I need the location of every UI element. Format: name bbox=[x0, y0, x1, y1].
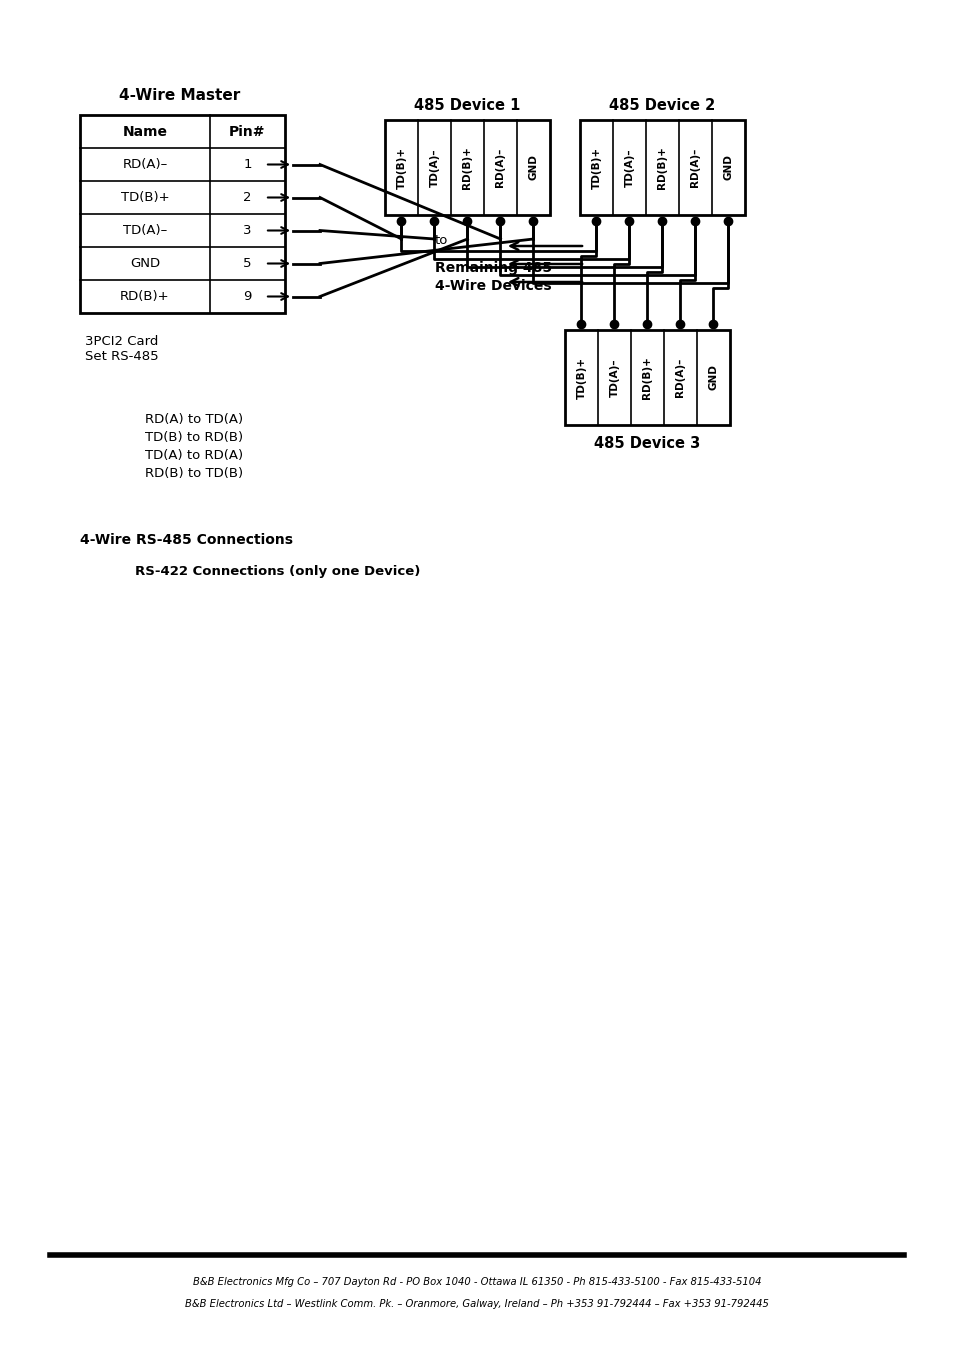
Text: 4-Wire RS-485 Connections: 4-Wire RS-485 Connections bbox=[80, 533, 293, 548]
Text: 9: 9 bbox=[243, 289, 252, 303]
Text: TD(A)–: TD(A)– bbox=[429, 149, 439, 187]
Text: 5: 5 bbox=[243, 257, 252, 270]
Text: 3PCI2 Card
Set RS-485: 3PCI2 Card Set RS-485 bbox=[85, 335, 158, 362]
Text: TD(A)–: TD(A)– bbox=[123, 224, 167, 237]
Text: to: to bbox=[435, 234, 448, 247]
Text: TD(B)+: TD(B)+ bbox=[121, 191, 169, 204]
Text: B&B Electronics Mfg Co – 707 Dayton Rd - PO Box 1040 - Ottawa IL 61350 - Ph 815-: B&B Electronics Mfg Co – 707 Dayton Rd -… bbox=[193, 1278, 760, 1287]
Text: Remaining 485
4-Wire Devices: Remaining 485 4-Wire Devices bbox=[435, 261, 552, 293]
Text: 485 Device 3: 485 Device 3 bbox=[594, 435, 700, 450]
Text: TD(B)+: TD(B)+ bbox=[396, 146, 406, 188]
Text: TD(B)+: TD(B)+ bbox=[591, 146, 601, 188]
Text: RD(A)–: RD(A)– bbox=[495, 147, 505, 187]
Bar bbox=[80, 115, 285, 314]
Text: GND: GND bbox=[130, 257, 160, 270]
Text: GND: GND bbox=[708, 365, 718, 391]
Text: RS-422 Connections (only one Device): RS-422 Connections (only one Device) bbox=[135, 565, 420, 579]
Text: 485 Device 1: 485 Device 1 bbox=[414, 97, 520, 112]
Text: TD(B)+: TD(B)+ bbox=[576, 357, 586, 399]
Text: GND: GND bbox=[722, 154, 733, 180]
Text: 3: 3 bbox=[243, 224, 252, 237]
Bar bbox=[564, 330, 729, 425]
Text: RD(B)+: RD(B)+ bbox=[120, 289, 170, 303]
Text: 485 Device 2: 485 Device 2 bbox=[609, 97, 715, 112]
Text: RD(A)–: RD(A)– bbox=[690, 147, 700, 187]
Text: 1: 1 bbox=[243, 158, 252, 170]
Text: B&B Electronics Ltd – Westlink Comm. Pk. – Oranmore, Galway, Ireland – Ph +353 9: B&B Electronics Ltd – Westlink Comm. Pk.… bbox=[185, 1299, 768, 1309]
Text: RD(B)+: RD(B)+ bbox=[462, 146, 472, 189]
Text: Name: Name bbox=[122, 124, 168, 138]
Text: TD(A)–: TD(A)– bbox=[609, 358, 618, 396]
Bar bbox=[385, 120, 550, 215]
Text: 4-Wire Master: 4-Wire Master bbox=[119, 88, 240, 103]
Text: RD(B)+: RD(B)+ bbox=[641, 356, 652, 399]
Text: RD(A)–: RD(A)– bbox=[675, 358, 685, 397]
Text: RD(A) to TD(A)
TD(B) to RD(B)
TD(A) to RD(A)
RD(B) to TD(B): RD(A) to TD(A) TD(B) to RD(B) TD(A) to R… bbox=[145, 412, 243, 480]
Text: RD(B)+: RD(B)+ bbox=[657, 146, 667, 189]
Bar bbox=[579, 120, 744, 215]
Text: GND: GND bbox=[528, 154, 537, 180]
Text: RD(A)–: RD(A)– bbox=[122, 158, 168, 170]
Text: TD(A)–: TD(A)– bbox=[624, 149, 634, 187]
Text: Pin#: Pin# bbox=[229, 124, 266, 138]
Text: 2: 2 bbox=[243, 191, 252, 204]
